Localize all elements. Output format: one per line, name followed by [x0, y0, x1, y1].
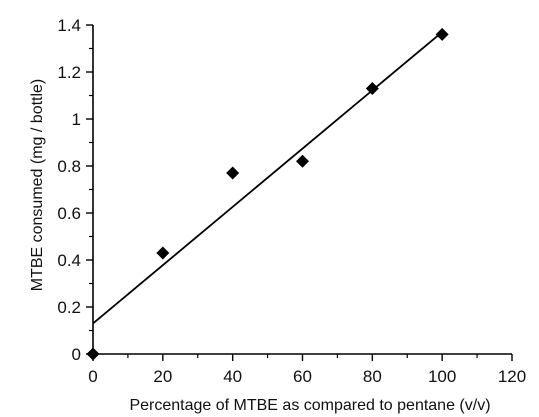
data-point [365, 81, 379, 95]
axes [92, 25, 512, 355]
y-tick-label: 0 [72, 345, 81, 364]
data-point [296, 154, 309, 168]
x-tick-label: 40 [223, 367, 242, 386]
x-tick-label: 60 [293, 367, 312, 386]
data-points [86, 27, 449, 361]
data-point [156, 246, 170, 260]
x-tick-label: 120 [498, 367, 526, 386]
y-tick-label: 1.4 [57, 16, 81, 35]
x-tick-label: 80 [363, 367, 382, 386]
y-tick-label: 0.8 [57, 157, 81, 176]
y-tick-label: 1 [72, 110, 81, 129]
ticks: 0 0.2 0.4 0.6 0.8 1 1.2 1.4 0 20 40 60 80 100 120 [57, 16, 526, 386]
y-tick-label: 0.6 [57, 204, 81, 223]
y-axis-title: MTBE consumed (mg / bottle) [29, 79, 46, 292]
data-point [86, 347, 100, 361]
data-point [435, 27, 449, 41]
x-axis-title: Percentage of MTBE as compared to pentan… [129, 397, 490, 414]
y-tick-label: 1.2 [57, 63, 81, 82]
y-tick-label: 0.4 [57, 251, 81, 270]
x-tick-label: 0 [88, 367, 97, 386]
x-tick-label: 100 [428, 367, 456, 386]
fit-line-group [92, 31, 443, 325]
fit-line [92, 31, 443, 325]
x-tick-label: 20 [153, 367, 172, 386]
y-tick-label: 0.2 [57, 298, 81, 317]
data-point [226, 166, 240, 180]
